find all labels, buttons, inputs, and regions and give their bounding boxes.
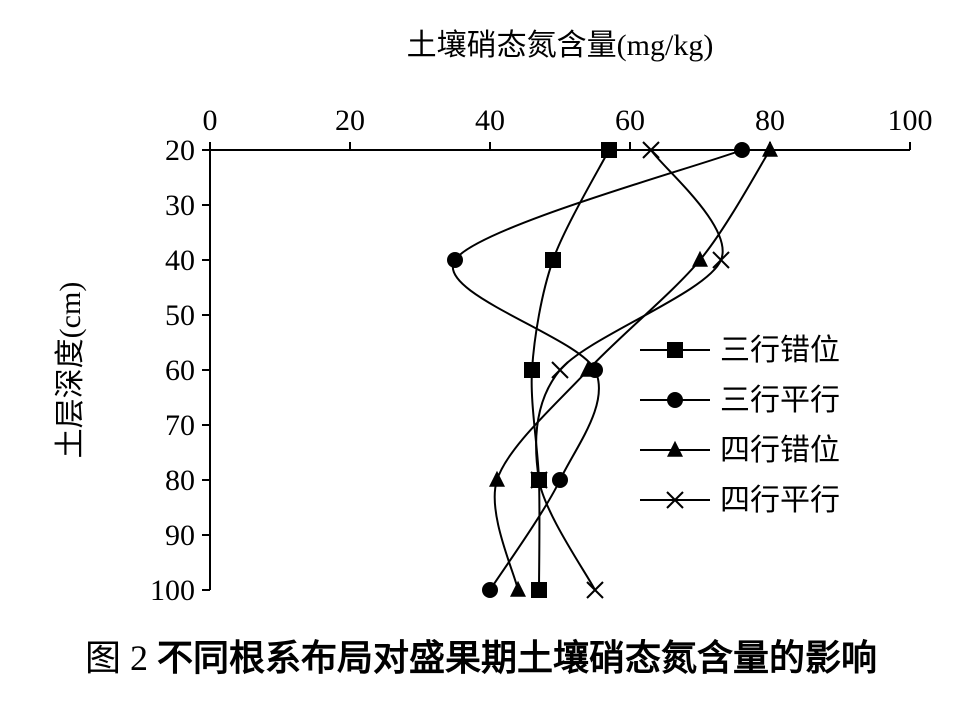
marker-square bbox=[667, 342, 683, 358]
legend-label: 四行错位 bbox=[720, 434, 840, 467]
marker-circle bbox=[734, 142, 750, 158]
marker-square bbox=[545, 252, 561, 268]
marker-square bbox=[601, 142, 617, 158]
y-tick-label: 20 bbox=[165, 134, 195, 167]
y-tick-label: 100 bbox=[150, 574, 195, 607]
x-tick-label: 40 bbox=[475, 104, 505, 137]
y-tick-label: 60 bbox=[165, 354, 195, 387]
x-tick-label: 100 bbox=[888, 104, 933, 137]
y-tick-label: 30 bbox=[165, 189, 195, 222]
legend-label: 三行错位 bbox=[720, 334, 840, 367]
legend-label: 四行平行 bbox=[720, 484, 840, 517]
marker-square bbox=[524, 362, 540, 378]
legend-label: 三行平行 bbox=[720, 384, 840, 417]
y-tick-label: 70 bbox=[165, 409, 195, 442]
y-tick-label: 50 bbox=[165, 299, 195, 332]
y-tick-label: 80 bbox=[165, 464, 195, 497]
y-axis-label: 土层深度(cm) bbox=[54, 282, 87, 459]
x-tick-label: 60 bbox=[615, 104, 645, 137]
marker-circle bbox=[552, 472, 568, 488]
marker-circle bbox=[447, 252, 463, 268]
marker-square bbox=[531, 582, 547, 598]
marker-circle bbox=[482, 582, 498, 598]
y-tick-label: 40 bbox=[165, 244, 195, 277]
figure-caption: 图 2 不同根系布局对盛果期土壤硝态氮含量的影响 bbox=[85, 637, 877, 678]
marker-circle bbox=[667, 392, 683, 408]
x-tick-label: 80 bbox=[755, 104, 785, 137]
y-tick-label: 90 bbox=[165, 519, 195, 552]
x-tick-label: 0 bbox=[203, 104, 218, 137]
x-axis-label: 土壤硝态氮含量(mg/kg) bbox=[407, 29, 714, 62]
x-tick-label: 20 bbox=[335, 104, 365, 137]
